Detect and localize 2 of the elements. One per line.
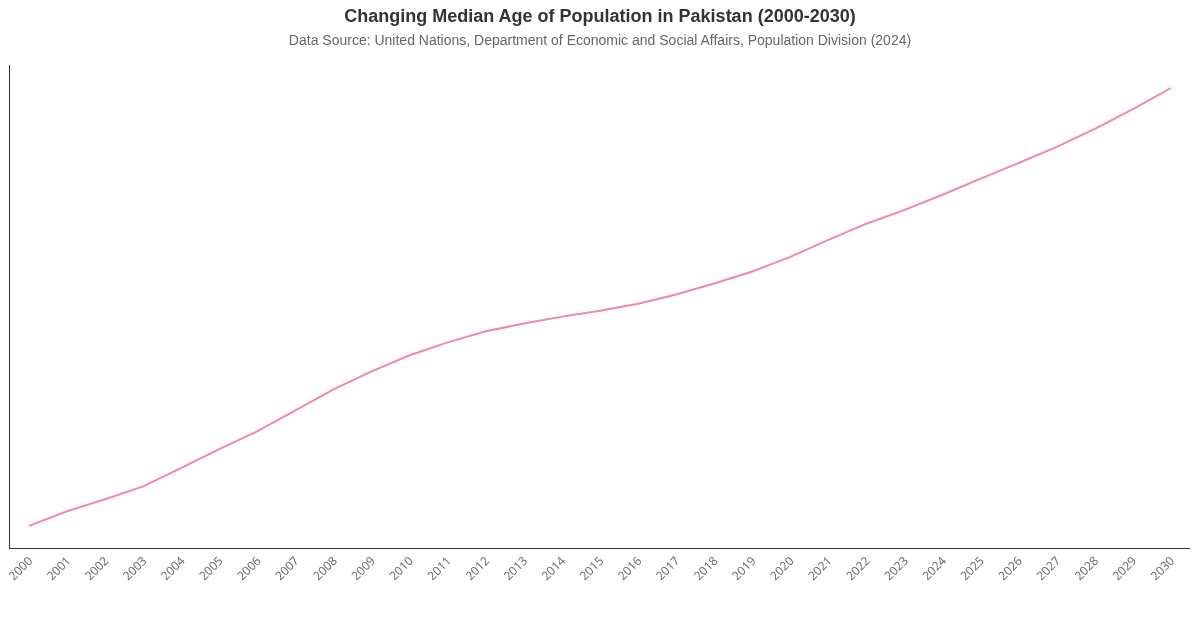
chart-title: Changing Median Age of Population in Pakistan (2000-2030) [344,5,856,26]
chart-subtitle: Data Source: United Nations, Department of Economic and Social Affairs, Population Division (2024) [288,32,912,49]
